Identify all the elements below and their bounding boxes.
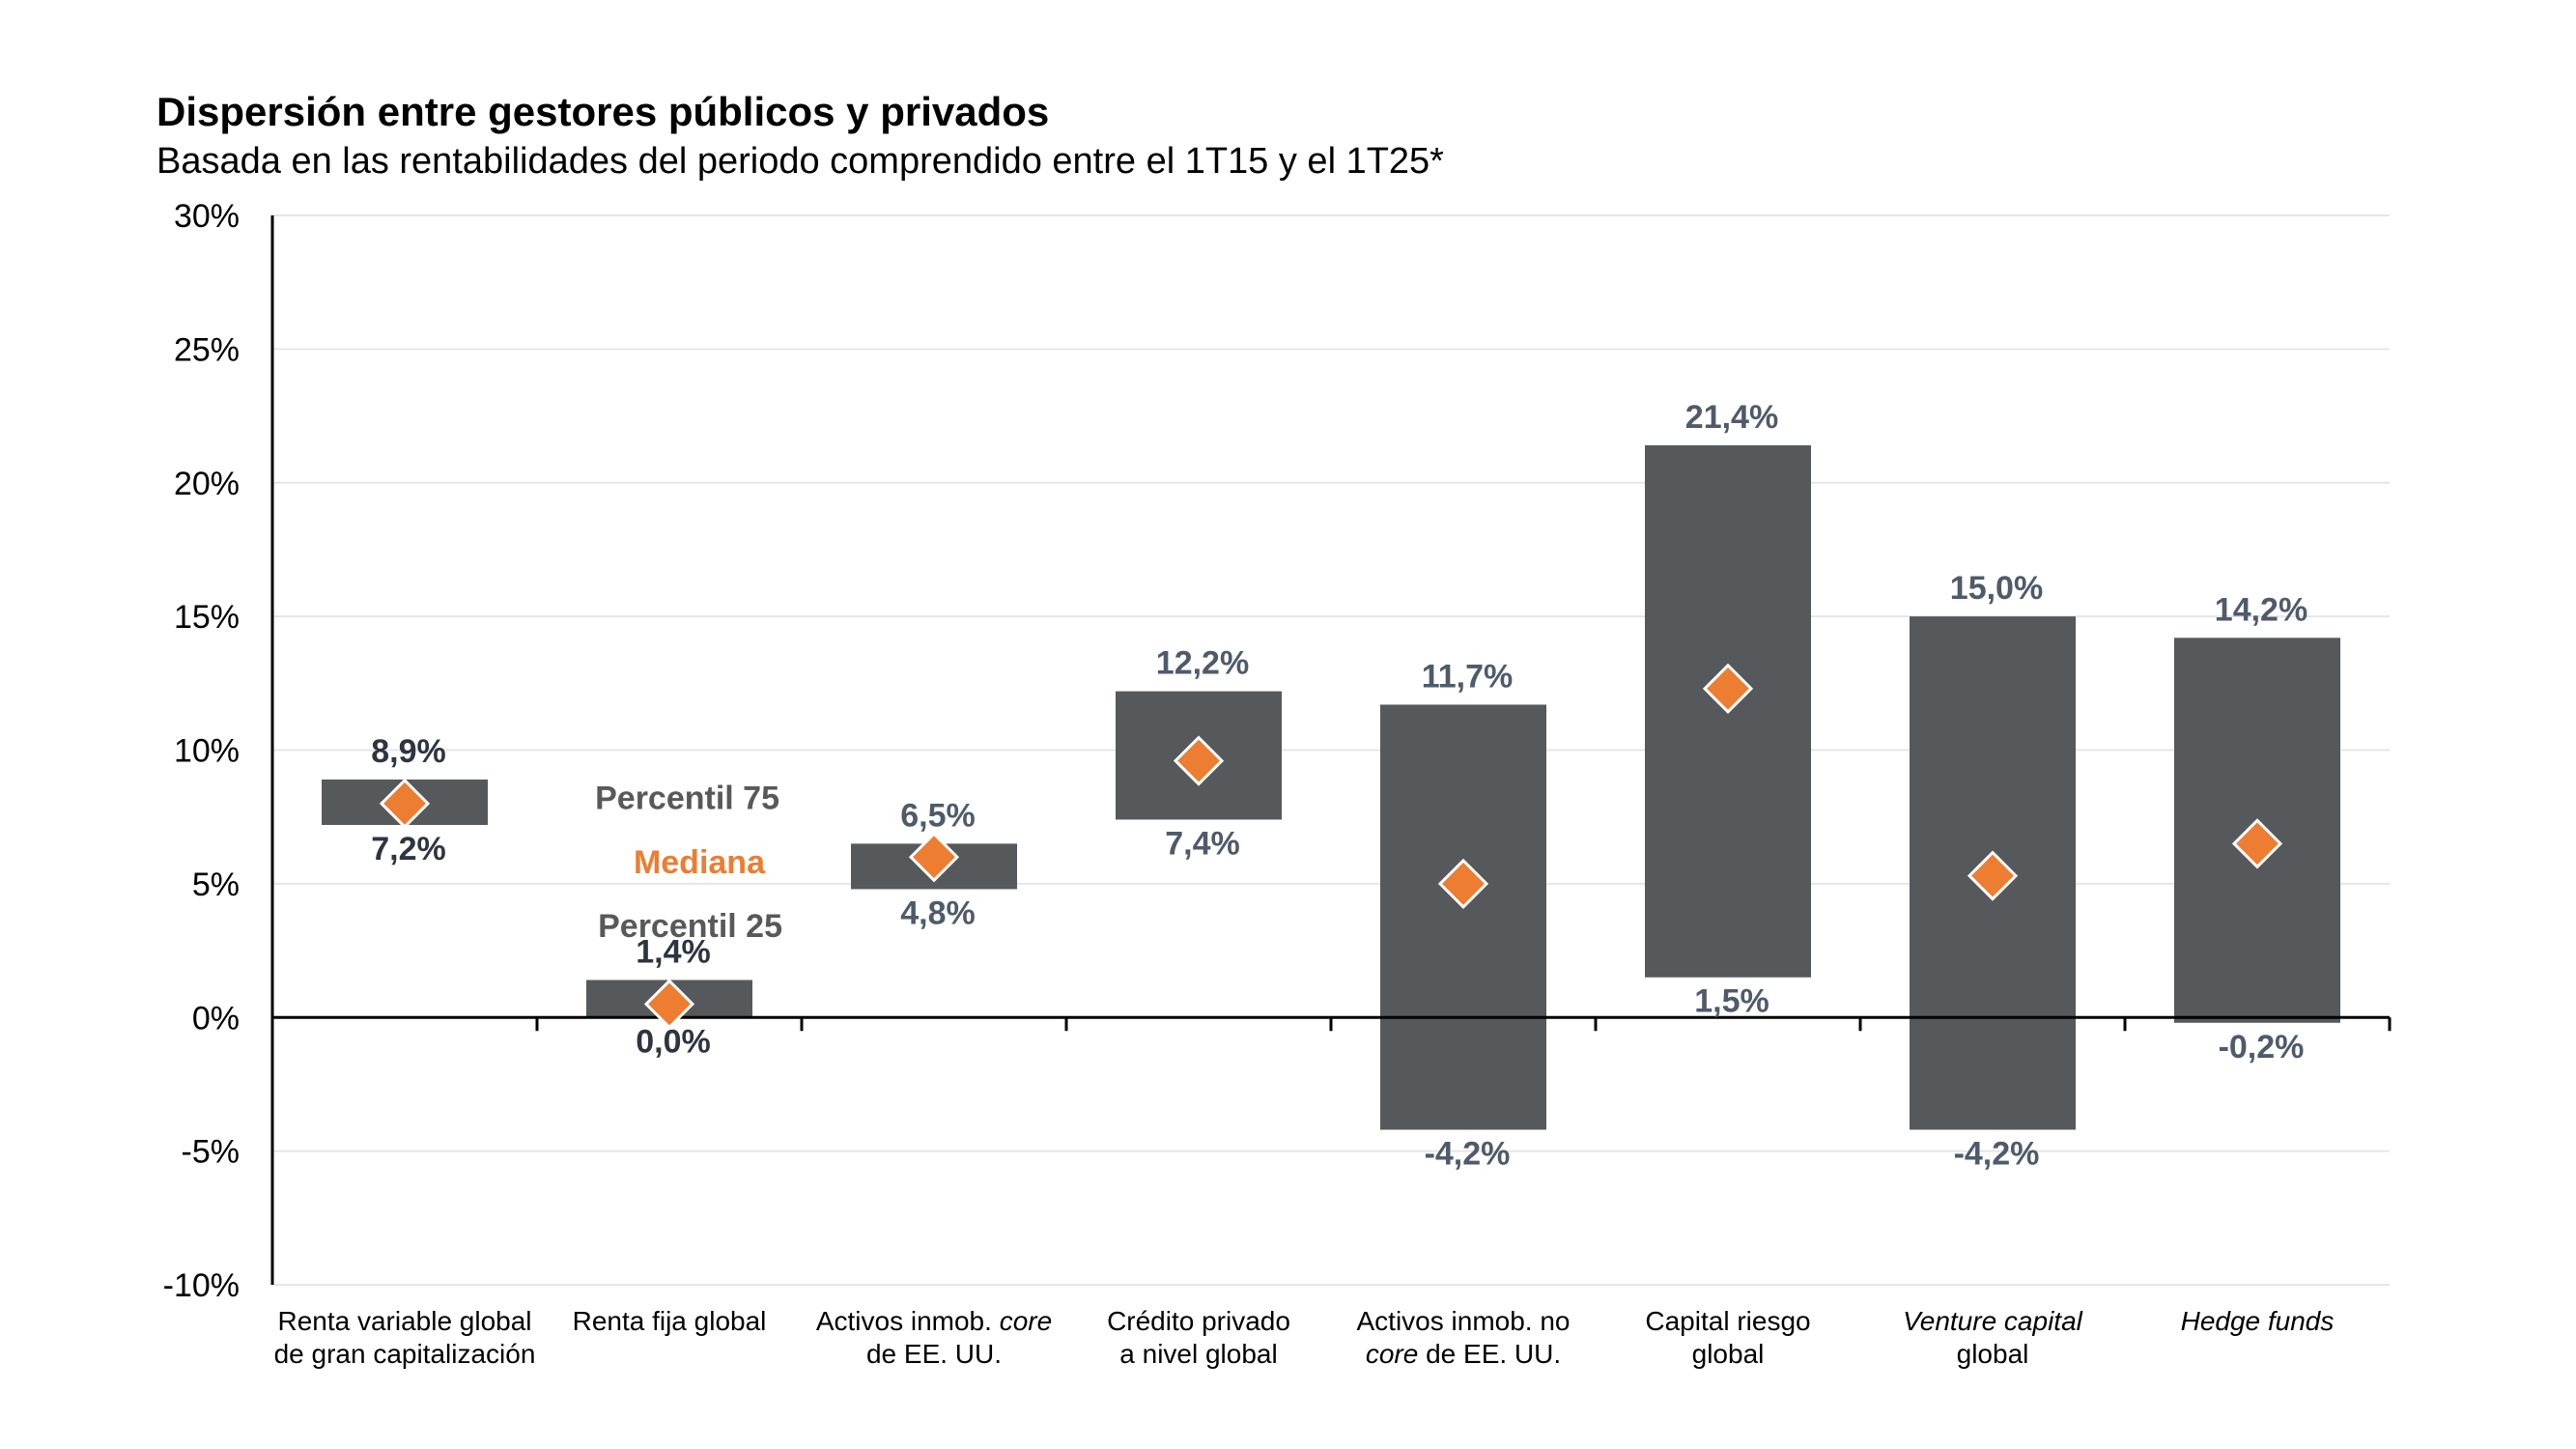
category-label: Venture capital (1903, 1306, 2083, 1336)
median-marker (1173, 735, 1225, 786)
median-marker (643, 979, 695, 1030)
p25-label: 1,5% (1694, 983, 1769, 1020)
category-label-italic: Venture capital (1903, 1306, 2083, 1336)
category-label: global (1692, 1339, 1765, 1369)
y-tick-label: 10% (174, 733, 240, 770)
category-label: Renta fija global (573, 1306, 767, 1336)
category-label-run: Activos inmob. (816, 1306, 1000, 1336)
p75-label: 11,7% (1422, 658, 1514, 695)
category-label-italic: Hedge funds (2181, 1306, 2335, 1336)
median-marker (379, 778, 431, 829)
p75-label: 12,2% (1156, 645, 1249, 682)
range-bar (1380, 704, 1546, 1130)
median-marker (1702, 663, 1754, 714)
category-label: Activos inmob. core (816, 1306, 1052, 1336)
p25-label: 4,8% (900, 895, 976, 931)
y-tick-label: 25% (174, 331, 240, 368)
category-label: Renta variable global (277, 1306, 531, 1336)
category-label-run: global (1692, 1339, 1765, 1369)
category-label: global (1957, 1339, 2029, 1369)
p25-label: 7,2% (371, 831, 446, 867)
median-marker (1967, 850, 2019, 901)
p25-label: -0,2% (2219, 1029, 2305, 1065)
median-marker (908, 832, 960, 883)
median-marker (1437, 858, 1489, 909)
category-label-run: de EE. UU. (1418, 1339, 1561, 1369)
y-tick-label: 20% (174, 466, 240, 502)
category-label: de gran capitalización (274, 1339, 536, 1369)
category-label: Hedge funds (2181, 1306, 2335, 1336)
category-label: Capital riesgo (1645, 1306, 1810, 1336)
category-label-italic: core (1000, 1306, 1052, 1336)
p75-label: 1,4% (636, 934, 711, 971)
category-label-run: Renta variable global (277, 1306, 531, 1336)
category-label-run: Capital riesgo (1645, 1306, 1810, 1336)
category-label: a nivel global (1119, 1339, 1277, 1369)
category-label-run: de EE. UU. (866, 1339, 1002, 1369)
p25-label: -4,2% (1954, 1135, 2040, 1172)
p25-label: 7,4% (1165, 825, 1240, 862)
y-tick-label: -10% (163, 1267, 240, 1304)
chart-title: Dispersión entre gestores públicos y pri… (156, 89, 1050, 134)
category-label: Crédito privado (1107, 1306, 1290, 1336)
median-marker (2231, 818, 2283, 869)
p25-label: -4,2% (1425, 1135, 1511, 1172)
legend-median: Mediana (634, 844, 766, 881)
category-label-italic: core (1366, 1339, 1418, 1369)
y-tick-label: 15% (174, 599, 240, 636)
category-label-run: Renta fija global (573, 1306, 767, 1336)
p75-label: 15,0% (1950, 570, 2043, 607)
chart-subtitle: Basada en las rentabilidades del periodo… (156, 141, 1444, 182)
y-tick-label: 5% (192, 867, 240, 903)
p25-label: 0,0% (636, 1023, 711, 1060)
legend-p25: Percentil 25 (598, 908, 782, 945)
category-label: de EE. UU. (866, 1339, 1002, 1369)
category-label: core de EE. UU. (1366, 1339, 1561, 1369)
y-tick-label: 30% (174, 198, 240, 235)
category-label-run: Crédito privado (1107, 1306, 1290, 1336)
p75-label: 14,2% (2215, 591, 2307, 628)
y-tick-label: -5% (182, 1134, 240, 1171)
legend-p75: Percentil 75 (595, 780, 779, 816)
category-label-run: a nivel global (1119, 1339, 1277, 1369)
p75-label: 8,9% (371, 733, 446, 770)
category-label-run: global (1957, 1339, 2029, 1369)
y-tick-label: 0% (192, 1000, 240, 1037)
category-label-run: de gran capitalización (274, 1339, 536, 1369)
p75-label: 21,4% (1685, 399, 1778, 436)
category-label: Activos inmob. no (1357, 1306, 1571, 1336)
category-label-run: Activos inmob. no (1357, 1306, 1571, 1336)
p75-label: 6,5% (900, 797, 976, 834)
